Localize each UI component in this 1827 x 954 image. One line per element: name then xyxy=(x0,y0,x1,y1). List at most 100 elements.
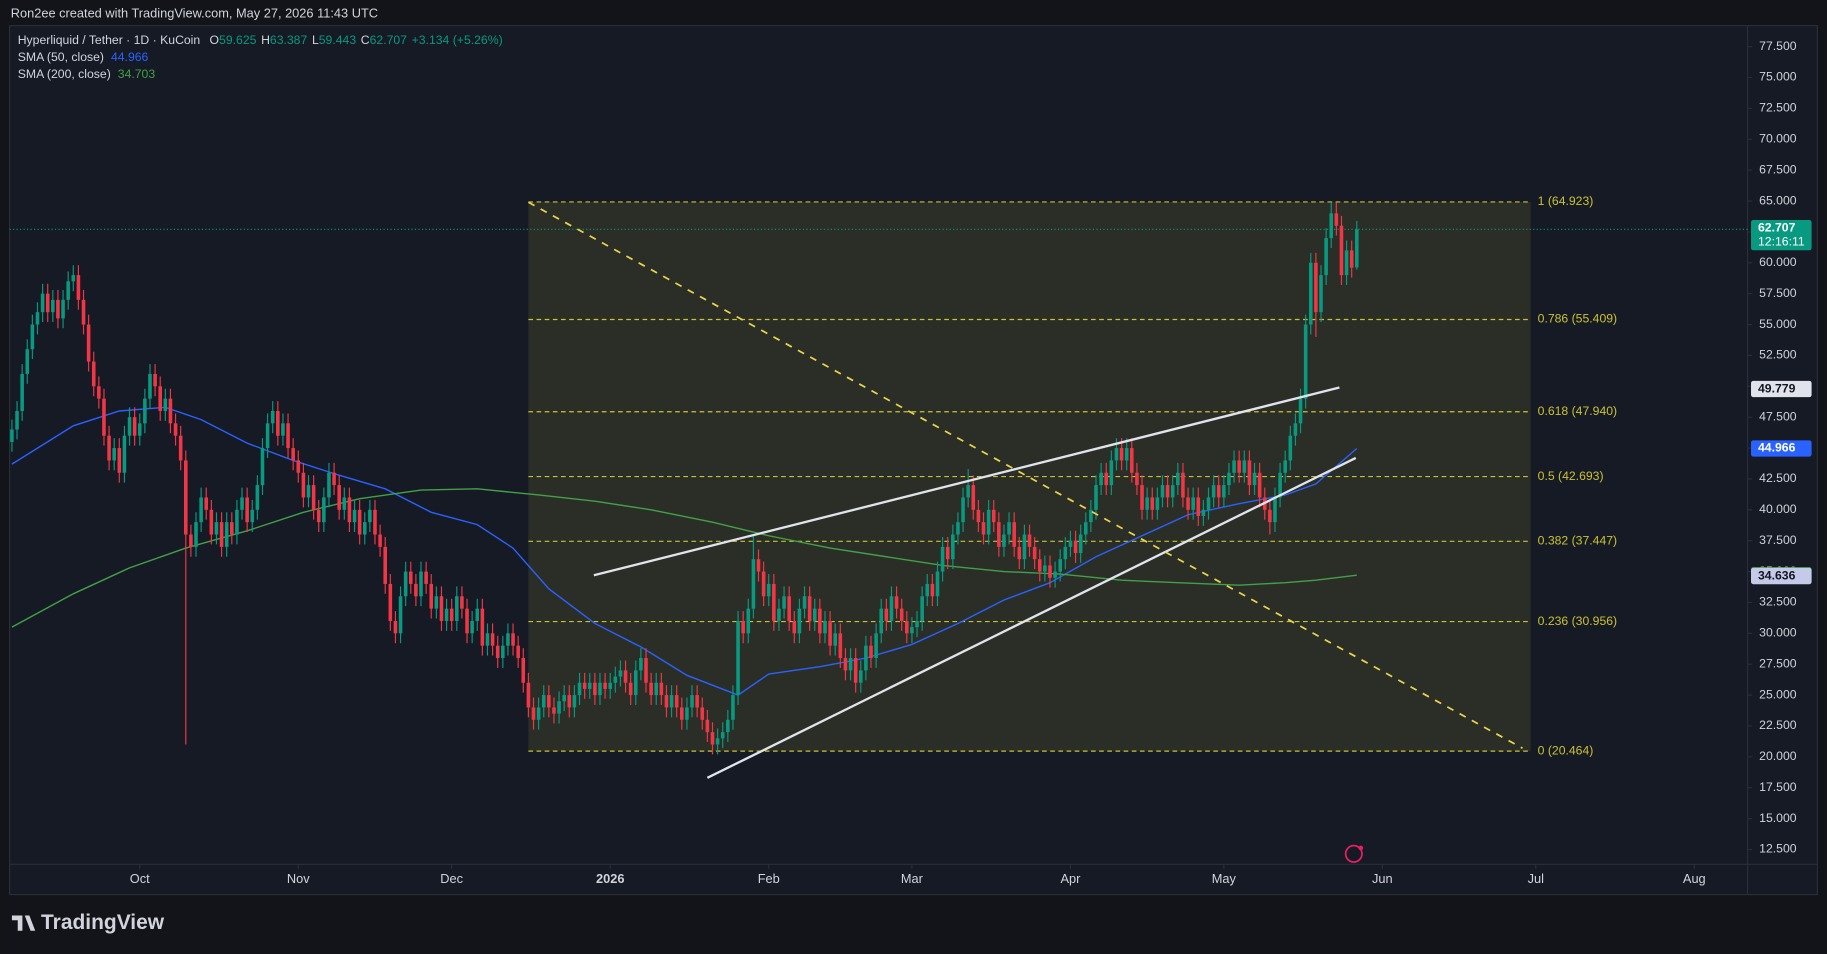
y-tick-label: 25.000 xyxy=(1759,687,1797,701)
candle-body xyxy=(25,349,30,374)
legend-value: 59.625 xyxy=(219,33,257,47)
candle-body xyxy=(915,620,919,628)
candle-body xyxy=(424,571,428,584)
candle-body xyxy=(66,281,70,300)
candle-body xyxy=(449,608,454,621)
candle-body xyxy=(291,448,295,461)
candle-body xyxy=(521,658,526,683)
candle-body xyxy=(301,472,306,498)
candle-body xyxy=(644,658,648,683)
candle-body xyxy=(598,682,602,696)
candle-body xyxy=(833,633,838,646)
candle-body xyxy=(736,620,740,696)
candle-body xyxy=(148,373,152,399)
candle-body xyxy=(613,676,618,683)
fib-label: 1 (64.923) xyxy=(1538,194,1594,208)
x-tick-label: Nov xyxy=(287,871,310,886)
fib-label: 0 (20.464) xyxy=(1538,743,1594,757)
candle-body xyxy=(199,497,203,523)
candle-body xyxy=(20,373,24,411)
y-tick-label: 27.500 xyxy=(1759,656,1797,670)
candle-body xyxy=(1043,565,1047,572)
x-tick-label: May xyxy=(1212,871,1237,886)
candle-body xyxy=(1145,497,1149,510)
candle-body xyxy=(1027,534,1032,547)
candle-body xyxy=(710,732,715,745)
candle-body xyxy=(1048,565,1052,578)
candle-body xyxy=(756,559,761,572)
candle-body xyxy=(1022,534,1027,560)
candle-body xyxy=(1298,398,1303,424)
candle-body xyxy=(255,485,260,510)
candle-body xyxy=(1068,540,1073,547)
fib-label: 0.618 (47.940) xyxy=(1538,404,1617,418)
candle-body xyxy=(1099,472,1103,486)
legend-key: O xyxy=(210,33,220,47)
candle-body xyxy=(818,608,822,634)
candle-body xyxy=(209,509,214,535)
y-tick-label: 22.500 xyxy=(1759,718,1797,732)
candle-body xyxy=(991,509,996,523)
legend-indicator-value: 34.703 xyxy=(118,67,156,81)
y-tick-label: 75.000 xyxy=(1759,70,1797,84)
candle-body xyxy=(766,583,771,597)
candle-body xyxy=(536,707,541,720)
candle-body xyxy=(403,571,408,597)
candle-body xyxy=(1216,485,1221,498)
candle-body xyxy=(112,448,116,461)
candle-body xyxy=(664,695,669,708)
y-tick-label: 37.500 xyxy=(1759,533,1797,547)
candle-body xyxy=(342,497,347,510)
candle-body xyxy=(419,571,423,597)
price-label-box xyxy=(1751,220,1812,251)
candle-body xyxy=(1002,534,1006,547)
candle-body xyxy=(715,738,720,745)
candle-body xyxy=(516,645,520,659)
candle-body xyxy=(1283,460,1288,473)
candle-body xyxy=(1094,485,1098,510)
candle-body xyxy=(1150,497,1155,510)
candle-body xyxy=(245,497,249,523)
candle-body xyxy=(235,509,239,535)
candle-body xyxy=(802,596,807,609)
candle-body xyxy=(628,682,633,696)
candle-body xyxy=(1140,485,1144,510)
candle-body xyxy=(260,448,265,486)
candle-body xyxy=(286,423,290,449)
candle-body xyxy=(1247,460,1252,486)
candle-body xyxy=(398,596,403,634)
x-tick-label: Oct xyxy=(130,871,150,886)
legend-key: L xyxy=(312,33,319,47)
chart-panel xyxy=(9,25,1818,896)
legend-indicator-name: SMA (200, close) xyxy=(18,67,111,81)
x-tick-label: Feb xyxy=(758,871,780,886)
candle-body xyxy=(71,275,76,282)
candle-body xyxy=(189,534,193,547)
legend-value: 62.707 xyxy=(370,33,408,47)
legend-title: Hyperliquid / Tether · 1D · KuCoin xyxy=(18,33,200,47)
candle-body xyxy=(1278,472,1282,498)
candle-body xyxy=(373,509,377,535)
candle-body xyxy=(1114,448,1119,461)
candle-body xyxy=(1334,213,1339,226)
candle-body xyxy=(951,534,955,560)
candle-body xyxy=(1186,497,1190,510)
candle-body xyxy=(15,410,19,430)
candle-body xyxy=(1130,448,1134,473)
candle-body xyxy=(720,732,725,739)
candle-body xyxy=(935,571,940,597)
candle-body xyxy=(506,633,510,646)
legend-key: H xyxy=(261,33,270,47)
price-label: 62.707 xyxy=(1758,220,1796,234)
candle-body xyxy=(741,620,745,634)
candle-body xyxy=(981,522,986,535)
candle-body xyxy=(322,497,326,523)
candle-body xyxy=(531,707,536,720)
candle-body xyxy=(270,410,275,424)
candle-body xyxy=(1053,571,1057,578)
logo-text: TradingView xyxy=(41,911,165,934)
price-label-box xyxy=(1751,567,1812,585)
candle-body xyxy=(178,435,183,461)
candle-body xyxy=(1314,262,1318,313)
